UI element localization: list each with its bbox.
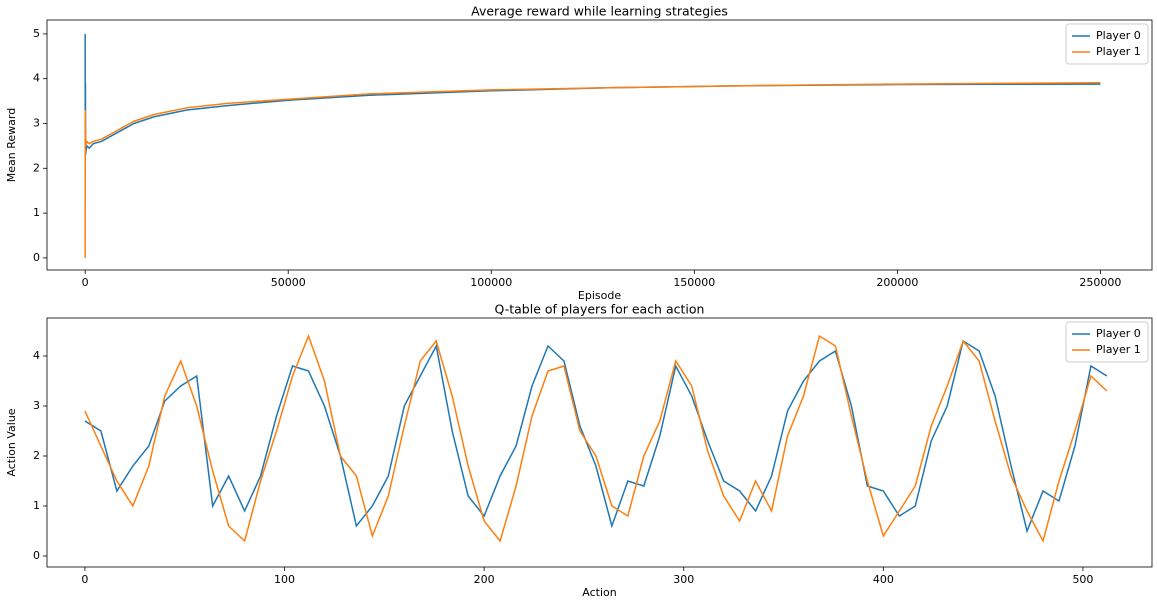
x-tick-label: 400 [873, 573, 894, 586]
subplot: Average reward while learning strategies… [5, 4, 1153, 302]
y-tick-label: 1 [33, 206, 40, 219]
data-line [84, 339, 1108, 534]
subplot: Q-table of players for each action Action… [5, 302, 1153, 599]
x-tick-label: 100 [274, 573, 295, 586]
y-tick-label: 3 [33, 116, 40, 129]
y-tick-label: 3 [33, 399, 40, 412]
x-tick-label: 200 [474, 573, 495, 586]
x-tick-label: 0 [81, 573, 88, 586]
x-tick-label: 50000 [271, 276, 306, 289]
chart-title: Average reward while learning strategies [471, 4, 728, 19]
x-axis-label: Action [582, 586, 616, 599]
data-line [84, 81, 1101, 258]
x-tick-label: 500 [1072, 573, 1093, 586]
y-tick-label: 4 [33, 72, 40, 85]
legend: Player 0 Player 1 [1065, 23, 1149, 65]
axes-frame [46, 19, 1153, 271]
x-tick-label: 0 [82, 276, 89, 289]
y-tick-label: 5 [33, 27, 40, 40]
x-tick-label: 200000 [876, 276, 918, 289]
legend: Player 0 Player 1 [1065, 321, 1149, 363]
legend-box [1065, 23, 1149, 65]
y-tick-label: 2 [33, 161, 40, 174]
legend-label: Player 1 [1096, 343, 1141, 356]
y-axis-label: Mean Reward [5, 108, 18, 182]
legend-label: Player 0 [1096, 327, 1141, 340]
x-axis-label: Episode [578, 289, 621, 302]
legend-label: Player 1 [1096, 45, 1141, 58]
x-tick-label: 100000 [470, 276, 512, 289]
data-line [84, 333, 1108, 544]
axes-frame [46, 317, 1153, 568]
y-tick-label: 0 [33, 549, 40, 562]
legend-label: Player 0 [1096, 29, 1141, 42]
y-tick-label: 2 [33, 449, 40, 462]
y-tick-label: 0 [33, 251, 40, 264]
legend-box [1065, 321, 1149, 363]
y-tick-label: 1 [33, 499, 40, 512]
y-tick-label: 4 [33, 349, 40, 362]
x-tick-label: 150000 [673, 276, 715, 289]
x-tick-label: 300 [673, 573, 694, 586]
data-line [84, 33, 1101, 164]
chart-title: Q-table of players for each action [495, 302, 705, 317]
x-tick-label: 250000 [1079, 276, 1121, 289]
y-axis-label: Action Value [5, 408, 18, 476]
